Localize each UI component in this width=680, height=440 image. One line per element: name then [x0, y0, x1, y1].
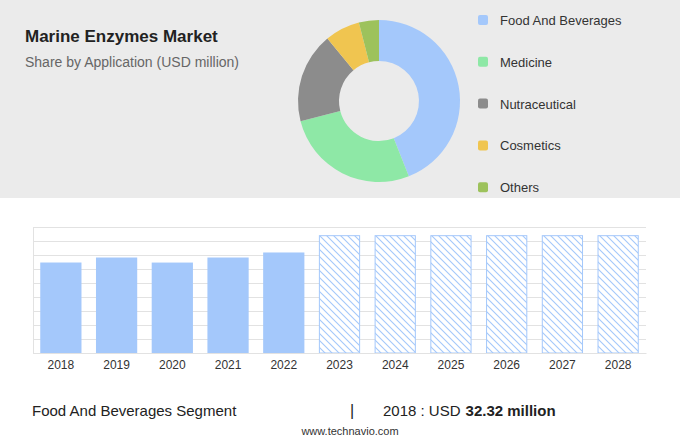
bar [207, 258, 248, 353]
x-tick-label: 2028 [605, 358, 632, 372]
bars [40, 236, 638, 353]
forecast-bar [319, 236, 359, 353]
x-tick: 2019 [103, 353, 130, 372]
x-tick-label: 2025 [438, 358, 465, 372]
footer: Food And Beverages Segment | 2018 : USD 32.… [32, 402, 556, 437]
x-tick-label: 2022 [270, 358, 297, 372]
x-tick: 2024 [382, 353, 409, 372]
grid-line [33, 353, 646, 354]
donut [298, 20, 460, 182]
x-axis: 2018 2019 2020 2021 2022 2023 2024 2025 2026 2027… [34, 353, 647, 372]
legend-label: Cosmetics [500, 138, 561, 153]
x-tick: 2023 [326, 353, 353, 372]
y-axis [33, 228, 646, 354]
legend-label: Food And Beverages [500, 13, 622, 28]
footer-value: 32.32 million [466, 402, 556, 419]
forecast-bar [375, 236, 415, 353]
x-tick-label: 2027 [549, 358, 576, 372]
legend-label: Nutraceutical [500, 97, 576, 112]
source: www.technavio.com [300, 425, 398, 437]
x-tick-label: 2020 [159, 358, 186, 372]
legend-swatch [478, 140, 488, 150]
y-tick [33, 353, 646, 354]
top-panel [0, 0, 680, 198]
legend-swatch [478, 182, 488, 192]
bar [96, 258, 137, 353]
footer-segment: Food And Beverages Segment [32, 402, 237, 419]
donut-slice [301, 111, 409, 182]
x-tick-label: 2024 [382, 358, 409, 372]
x-tick-label: 2019 [103, 358, 130, 372]
forecast-bar [431, 236, 471, 353]
x-tick: 2021 [215, 353, 242, 372]
legend-label: Others [500, 180, 540, 195]
bar [263, 252, 304, 353]
legend-swatch [478, 99, 488, 109]
x-tick-label: 2023 [326, 358, 353, 372]
subtitle: Share by Application (USD million) [25, 54, 239, 70]
forecast-bar [542, 236, 582, 353]
legend-swatch [478, 15, 488, 25]
legend: Food And Beverages Medicine Nutraceutical C… [478, 13, 622, 195]
title: Marine Enzymes Market [25, 27, 218, 46]
chart-root: Marine Enzymes Market Share by Applicatio… [0, 0, 680, 440]
x-axis-line [34, 353, 647, 354]
x-tick: 2025 [438, 353, 465, 372]
x-tick-label: 2018 [48, 358, 75, 372]
legend-label: Medicine [500, 55, 552, 70]
y-tick [33, 227, 646, 228]
x-tick: 2026 [493, 353, 520, 372]
donut-slice [359, 20, 379, 62]
x-tick: 2028 [605, 353, 632, 372]
background [0, 0, 680, 440]
x-tick: 2022 [270, 353, 297, 372]
footer-separator: | [350, 402, 354, 419]
bar [40, 263, 81, 353]
x-tick-label: 2026 [493, 358, 520, 372]
y-axis-line [34, 228, 647, 354]
grid-line [33, 227, 646, 228]
forecast-bar [487, 236, 527, 353]
x-tick: 2027 [549, 353, 576, 372]
x-tick-label: 2021 [215, 358, 242, 372]
footer-year: 2018 : USD [383, 402, 461, 419]
bar [152, 263, 193, 353]
x-tick: 2018 [48, 353, 75, 372]
legend-swatch [478, 57, 488, 67]
x-tick: 2020 [159, 353, 186, 372]
forecast-bar [598, 236, 638, 353]
